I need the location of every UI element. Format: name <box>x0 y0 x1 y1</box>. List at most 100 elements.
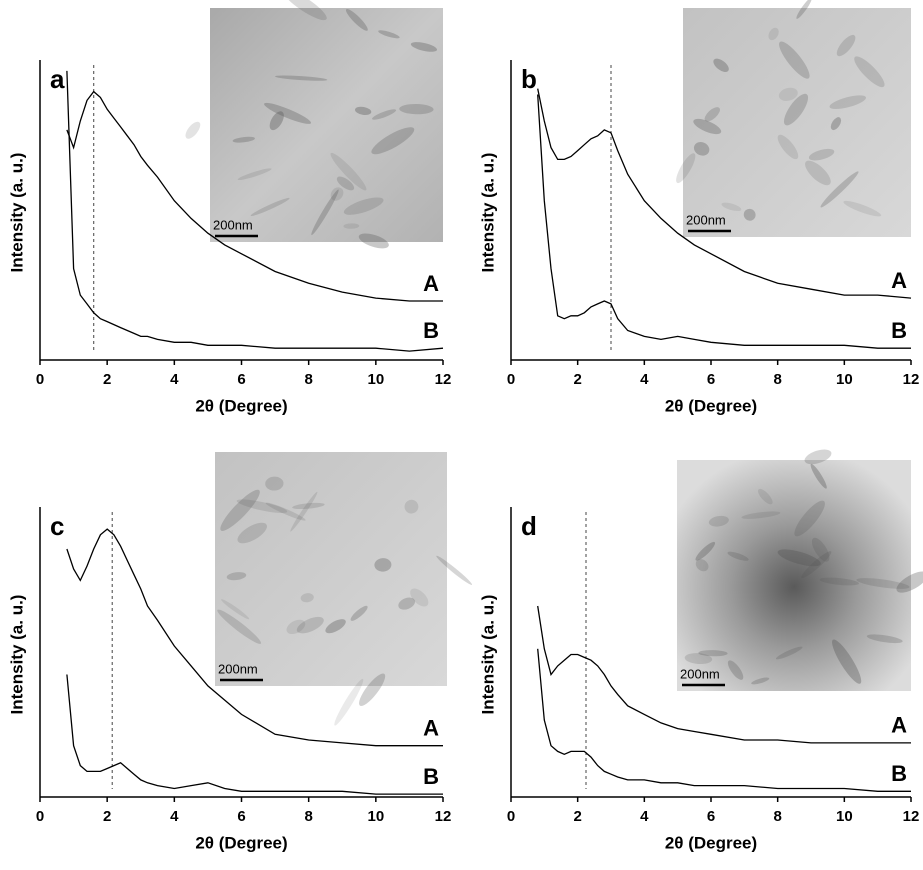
x-tick-label: 4 <box>170 371 179 388</box>
inset-texture <box>237 522 267 544</box>
inset-texture <box>758 488 773 505</box>
inset-texture <box>801 551 832 579</box>
inset-texture <box>810 463 827 489</box>
series-line <box>537 94 911 349</box>
inset-texture <box>221 599 250 620</box>
inset-texture <box>236 499 288 513</box>
y-axis-title: Intensity (a. u.) <box>478 153 497 273</box>
x-axis-title: 2θ (Degree) <box>665 396 757 415</box>
scale-bar-label: 200nm <box>686 212 726 227</box>
x-tick-label: 0 <box>507 808 515 825</box>
inset-texture <box>778 87 798 101</box>
x-tick-label: 4 <box>170 808 179 825</box>
inset-texture <box>292 502 325 510</box>
x-tick-label: 12 <box>435 371 452 388</box>
inset-texture <box>410 42 438 52</box>
scale-bar-label: 200nm <box>680 666 720 681</box>
inset-texture <box>779 41 810 79</box>
x-tick-label: 0 <box>36 808 44 825</box>
x-tick-label: 12 <box>435 808 452 825</box>
inset-texture <box>796 0 812 19</box>
inset-texture <box>804 449 832 465</box>
series-label: B <box>423 764 439 789</box>
inset-texture <box>410 588 429 607</box>
x-tick-label: 10 <box>367 808 384 825</box>
inset-texture <box>704 107 720 122</box>
inset-texture <box>371 109 397 120</box>
inset-texture <box>856 578 910 589</box>
series-label: B <box>891 761 907 786</box>
inset-texture <box>217 609 262 644</box>
inset-texture <box>698 650 728 657</box>
panel-label: b <box>521 64 537 94</box>
inset-texture <box>265 502 306 521</box>
inset-texture <box>282 0 327 21</box>
inset-texture <box>721 202 742 212</box>
x-axis-title: 2θ (Degree) <box>665 833 757 852</box>
x-tick-label: 10 <box>367 371 384 388</box>
inset-texture <box>330 152 367 191</box>
series-label: B <box>891 318 907 343</box>
y-axis-title: Intensity (a. u.) <box>7 595 26 715</box>
inset-texture <box>695 541 716 561</box>
inset-texture <box>811 537 830 562</box>
inset-image <box>210 8 443 242</box>
inset-texture <box>741 511 781 519</box>
inset-texture <box>275 75 328 81</box>
inset-texture <box>237 168 272 181</box>
inset-texture <box>743 208 756 221</box>
inset-texture <box>334 678 364 726</box>
inset-texture <box>358 233 389 249</box>
inset-texture <box>727 660 744 680</box>
inset-texture <box>832 639 862 684</box>
inset-texture <box>250 197 290 217</box>
x-tick-label: 8 <box>773 371 781 388</box>
x-tick-label: 2 <box>573 371 581 388</box>
inset-texture <box>296 616 324 634</box>
inset-texture <box>693 118 722 135</box>
inset-texture <box>727 551 749 561</box>
inset-texture <box>695 559 709 572</box>
inset-texture <box>794 500 825 537</box>
inset-texture <box>751 677 770 685</box>
series-line <box>537 88 912 299</box>
x-tick-label: 2 <box>573 808 581 825</box>
series-label: A <box>423 271 439 296</box>
inset-texture <box>777 549 821 567</box>
inset-texture <box>371 127 415 155</box>
x-tick-label: 6 <box>707 808 715 825</box>
x-tick-label: 4 <box>640 371 649 388</box>
inset-texture <box>374 558 392 572</box>
series-label: B <box>423 318 439 343</box>
inset-texture <box>768 27 779 41</box>
inset-texture <box>399 104 434 115</box>
x-tick-label: 8 <box>304 808 312 825</box>
inset-texture <box>330 187 344 201</box>
x-axis-title: 2θ (Degree) <box>195 833 287 852</box>
x-tick-label: 6 <box>237 808 245 825</box>
inset-texture <box>777 134 799 160</box>
x-tick-label: 0 <box>36 371 44 388</box>
inset-texture <box>713 58 729 73</box>
inset-texture <box>343 223 360 229</box>
x-tick-label: 10 <box>836 808 853 825</box>
series-line <box>66 90 443 302</box>
inset-texture <box>232 136 255 143</box>
x-tick-label: 2 <box>103 808 111 825</box>
inset-texture <box>265 476 284 491</box>
series-line <box>537 605 911 744</box>
inset-texture <box>836 34 856 57</box>
inset-texture <box>775 646 803 660</box>
inset-texture <box>676 153 696 184</box>
inset-texture <box>336 176 355 191</box>
inset-texture <box>404 499 419 514</box>
y-axis-title: Intensity (a. u.) <box>478 595 497 715</box>
inset-texture <box>378 30 400 39</box>
inset-texture <box>269 111 284 131</box>
x-axis-title: 2θ (Degree) <box>195 396 287 415</box>
series-label: A <box>423 716 439 741</box>
inset-texture <box>808 148 835 161</box>
inset-texture <box>220 489 260 531</box>
inset-texture <box>345 9 368 31</box>
